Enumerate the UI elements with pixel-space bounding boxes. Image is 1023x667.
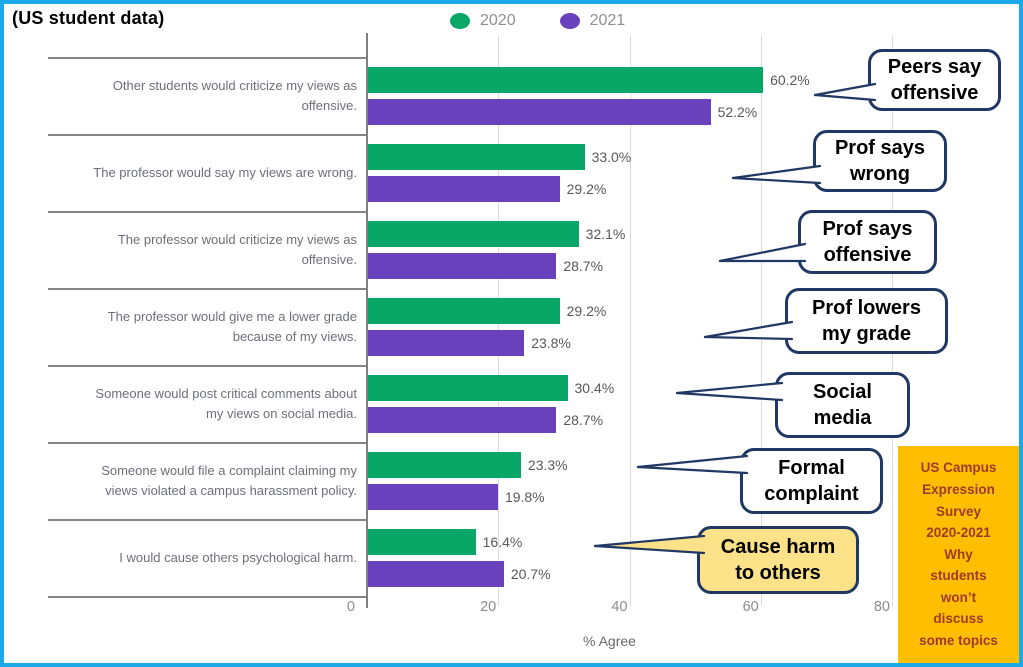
row-separator	[48, 519, 367, 521]
x-tick-label: 80	[873, 599, 890, 615]
callout-tail-fill-1	[815, 84, 875, 100]
category-label: Someone would post critical comments abo…	[95, 386, 357, 421]
value-label-2021: 52.2%	[717, 104, 758, 120]
callout-tail-fill-4	[705, 322, 792, 339]
value-label-2020: 33.0%	[591, 149, 632, 165]
row-separator	[48, 365, 367, 367]
row-separator	[48, 442, 367, 444]
value-label-2020: 16.4%	[482, 534, 523, 550]
callout-bubble-1: Peers say offensive	[868, 49, 1001, 111]
x-tick-label: 60	[742, 599, 759, 615]
callout-bubble-2: Prof says wrong	[813, 130, 947, 192]
x-tick-label: 0	[346, 599, 355, 615]
value-label-2021: 28.7%	[563, 412, 604, 428]
bar-2020-row2	[368, 144, 585, 170]
legend-item-2020: 2020	[450, 12, 516, 30]
callout-bubble-5: Social media	[775, 372, 910, 438]
callout-tail-edge-5	[675, 391, 784, 402]
callout-tail-fill-3	[720, 244, 805, 261]
value-label-2020: 30.4%	[574, 380, 615, 396]
bar-2020-row6	[368, 452, 521, 478]
value-label-2020: 60.2%	[770, 72, 810, 88]
callout-tail-edge-3	[718, 242, 807, 263]
callout-tail-edge-1	[813, 82, 877, 97]
callout-bubble-4: Prof lowers my grade	[785, 288, 948, 354]
chart-annotation-title: (US student data)	[12, 8, 165, 28]
value-label-2020: 23.3%	[527, 457, 568, 473]
callout-tail-fill-2	[733, 166, 820, 183]
gridline-40	[629, 35, 631, 606]
callout-tail-fill-6	[638, 456, 747, 473]
callout-tail-edge-7	[593, 534, 706, 548]
row-separator	[48, 288, 367, 290]
category-label: The professor would give me a lower grad…	[107, 309, 357, 344]
value-label-2021: 29.2%	[566, 181, 607, 197]
bar-2021-row3	[368, 253, 557, 279]
callout-tail-edge-6	[636, 454, 749, 469]
callout-bubble-7: Cause harm to others	[697, 526, 859, 594]
gridline-60	[760, 35, 762, 606]
bar-2020-row7	[368, 529, 476, 555]
bar-2021-row2	[368, 176, 560, 202]
callout-tail-edge-2	[731, 164, 822, 180]
legend-item-2021: 2021	[559, 12, 626, 30]
callout-bubble-3: Prof says offensive	[798, 210, 937, 274]
bar-2020-row4	[368, 298, 560, 324]
row-separator	[48, 211, 367, 213]
source-box: US Campus Expression Survey 2020-2021 Wh…	[898, 446, 1019, 663]
callout-tail-edge-2	[731, 176, 822, 185]
callout-tail-fill-5	[677, 383, 782, 400]
x-tick-label: 20	[480, 599, 497, 615]
bar-2020-row1	[368, 67, 764, 93]
callout-bubble-6: Formal complaint	[740, 448, 883, 514]
row-separator	[48, 596, 367, 598]
bar-2021-row4	[368, 330, 525, 356]
callout-tail-fill-7	[595, 536, 704, 553]
x-tick-label: 40	[611, 599, 628, 615]
legend-swatch-2020-icon	[450, 13, 470, 29]
bar-2021-row7	[368, 561, 504, 587]
legend-label-2020: 2020	[480, 12, 516, 29]
category-label: Someone would file a complaint claiming …	[101, 463, 357, 498]
row-separator	[48, 134, 367, 136]
category-label: Other students would criticize my views …	[112, 78, 357, 113]
bar-2021-row5	[368, 407, 557, 433]
legend-swatch-2021-icon	[559, 13, 580, 29]
category-label: The professor would criticize my views a…	[117, 232, 357, 267]
callout-tail-edge-4	[703, 320, 794, 339]
value-label-2020: 32.1%	[585, 226, 626, 242]
bar-2021-row6	[368, 484, 498, 510]
y-axis-line	[366, 33, 368, 608]
bar-2020-row3	[368, 221, 579, 247]
category-label: I would cause others psychological harm.	[119, 549, 357, 565]
legend: 2020 2021	[450, 12, 625, 30]
x-axis-label: % Agree	[583, 633, 636, 649]
callout-tail-edge-6	[636, 465, 749, 475]
callout-tail-edge-5	[675, 381, 784, 395]
callout-tail-edge-4	[703, 335, 794, 341]
value-label-2021: 28.7%	[563, 258, 604, 274]
category-label: The professor would say my views are wro…	[93, 164, 357, 180]
callout-tail-edge-7	[593, 544, 706, 555]
value-label-2021: 20.7%	[510, 566, 551, 582]
value-label-2020: 29.2%	[566, 303, 607, 319]
legend-label-2021: 2021	[589, 12, 626, 29]
value-label-2021: 23.8%	[531, 335, 571, 351]
callout-tail-edge-1	[813, 93, 877, 102]
bar-2020-row5	[368, 375, 568, 401]
bar-2021-row1	[368, 99, 711, 125]
chart-layer: (US student data) 2020 2021 0 20 40 60 80 Oth…	[4, 4, 1019, 663]
row-separator	[48, 57, 367, 59]
value-label-2021: 19.8%	[504, 489, 545, 505]
